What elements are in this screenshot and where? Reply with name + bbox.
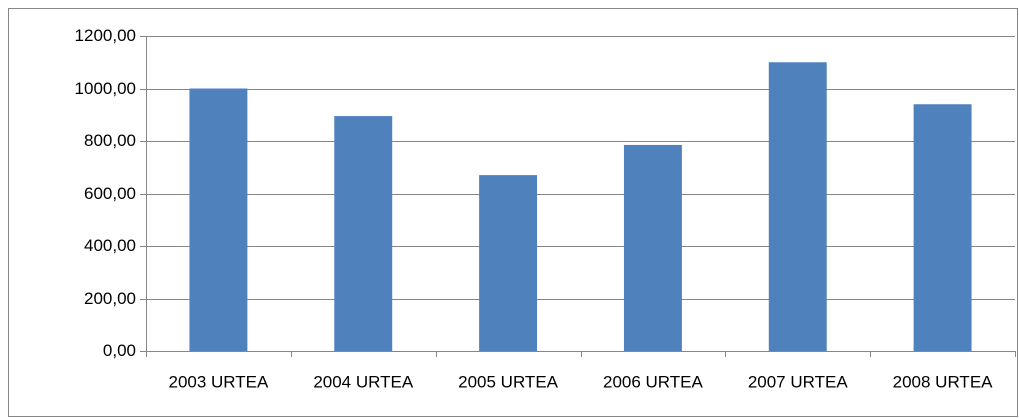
y-tick-label: 600,00	[84, 184, 136, 203]
bar	[768, 62, 827, 351]
x-tick-label: 2005 URTEA	[458, 372, 559, 391]
bar	[189, 88, 248, 351]
y-tick-label: 0,00	[103, 341, 136, 360]
y-tick-label: 1200,00	[75, 26, 136, 45]
x-tick-label: 2004 URTEA	[313, 372, 414, 391]
x-tick-label: 2003 URTEA	[168, 372, 269, 391]
bar	[913, 104, 972, 351]
x-tick-label: 2006 URTEA	[603, 372, 704, 391]
bar	[623, 144, 682, 351]
y-tick-label: 1000,00	[75, 79, 136, 98]
x-tick-label: 2007 URTEA	[748, 372, 849, 391]
y-tick-label: 200,00	[84, 289, 136, 308]
y-tick-label: 800,00	[84, 131, 136, 150]
bar	[334, 116, 393, 351]
y-tick-label: 400,00	[84, 236, 136, 255]
x-tick-label: 2008 URTEA	[893, 372, 994, 391]
bar	[479, 175, 538, 351]
